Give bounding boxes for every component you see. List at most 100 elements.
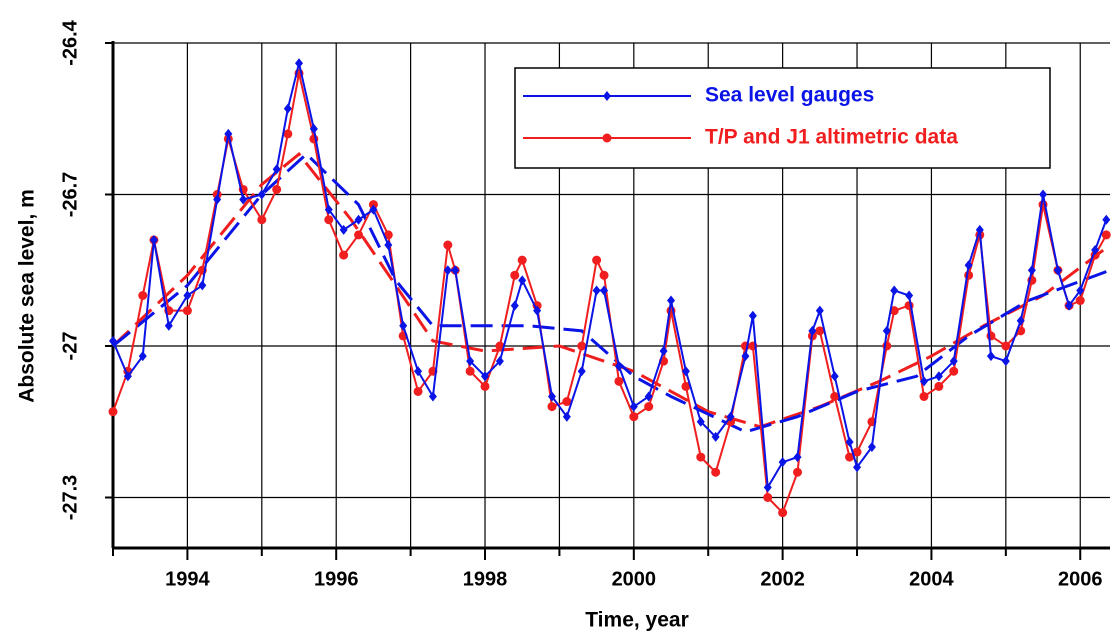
data-point [986, 331, 996, 341]
data-point [1001, 341, 1011, 351]
data-point [413, 386, 423, 396]
data-point [324, 204, 333, 215]
data-point [451, 265, 460, 276]
data-point [949, 366, 959, 376]
data-point [793, 467, 803, 477]
data-point [510, 300, 519, 311]
data-point [443, 240, 453, 250]
data-point [324, 215, 334, 225]
data-point [1027, 265, 1036, 276]
data-point [890, 285, 899, 296]
data-point [919, 376, 928, 387]
data-point [517, 255, 527, 265]
data-point [481, 371, 490, 382]
data-point [1091, 245, 1100, 256]
legend-marker [602, 133, 612, 143]
legend-label: T/P and J1 altimetric data [705, 126, 958, 149]
series-line [112, 62, 1108, 491]
data-point [213, 194, 222, 205]
trend-line [111, 151, 1111, 429]
data-point [964, 270, 974, 280]
data-point [748, 310, 757, 321]
data-point [224, 128, 233, 139]
data-point [198, 280, 207, 291]
data-point [1076, 285, 1085, 296]
data-point [108, 407, 118, 417]
data-point [339, 250, 349, 260]
data-point [164, 320, 173, 331]
legend-box [514, 67, 1051, 169]
data-point [465, 366, 475, 376]
data-point [183, 290, 192, 301]
data-point [919, 392, 929, 401]
legend-marker [603, 91, 611, 101]
data-point [518, 275, 527, 286]
data-point [495, 341, 505, 351]
data-point [845, 436, 854, 447]
data-point [1001, 356, 1010, 367]
data-point [138, 291, 148, 300]
data-point [354, 214, 363, 225]
data-point [905, 290, 914, 301]
data-point [466, 356, 475, 367]
data-point [577, 341, 587, 351]
y-tick-label: -27.3 [59, 475, 81, 521]
data-point [763, 482, 772, 493]
data-point [562, 397, 572, 407]
y-tick-label: -27 [59, 332, 81, 361]
data-point [815, 305, 824, 316]
data-point [339, 224, 348, 235]
data-point [547, 402, 557, 412]
data-point [778, 457, 787, 468]
data-point [592, 285, 601, 296]
data-point [123, 371, 132, 382]
y-axis-label: Absolute sea level, m [16, 189, 39, 403]
data-point [354, 230, 364, 240]
data-point [986, 351, 995, 362]
data-point [681, 381, 691, 391]
data-point [283, 129, 293, 139]
data-point [309, 123, 318, 134]
data-point [696, 416, 705, 427]
data-point [369, 204, 378, 215]
data-point [138, 351, 147, 362]
data-point [667, 295, 676, 306]
data-point [867, 442, 876, 452]
data-point [711, 467, 721, 477]
data-point [949, 356, 958, 367]
data-point [495, 356, 504, 367]
data-point [414, 366, 423, 377]
data-point [1075, 296, 1085, 306]
x-tick-label: 1998 [463, 568, 508, 590]
data-point [629, 412, 639, 422]
trend-line [112, 152, 1111, 434]
data-point [1065, 300, 1074, 311]
data-point [1053, 265, 1062, 276]
x-tick-label: 2004 [909, 568, 954, 590]
data-point [272, 164, 281, 175]
data-point [614, 361, 623, 372]
data-point [681, 366, 690, 377]
data-point [510, 270, 520, 280]
data-point [763, 493, 773, 502]
data-point [644, 402, 654, 412]
data-point [808, 325, 817, 336]
data-point [295, 58, 304, 69]
data-point [934, 381, 944, 391]
data-point [480, 381, 490, 391]
data-point [533, 305, 542, 316]
data-point [283, 103, 292, 114]
data-point [1102, 214, 1111, 225]
data-point [934, 371, 943, 382]
data-point [149, 234, 158, 245]
data-point [614, 376, 624, 386]
data-point [852, 447, 862, 457]
data-point [272, 184, 282, 194]
data-point [964, 260, 973, 271]
data-point [399, 320, 408, 331]
data-point [428, 391, 437, 402]
data-point [599, 270, 609, 280]
data-point [600, 285, 609, 296]
data-point [592, 255, 602, 265]
